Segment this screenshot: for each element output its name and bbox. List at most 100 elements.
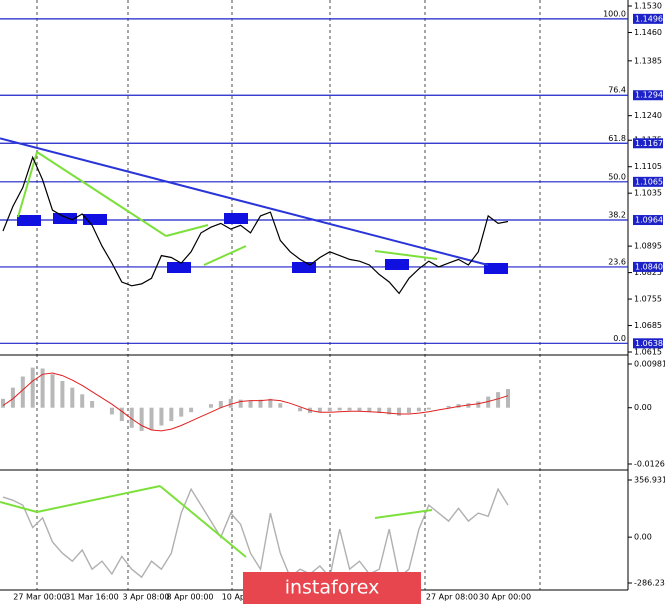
macd-bar xyxy=(149,407,154,430)
macd-bar xyxy=(258,399,263,408)
watermark: instaforex xyxy=(285,577,380,599)
macd-bar xyxy=(387,407,392,415)
macd-bar xyxy=(169,407,174,422)
macd-bar xyxy=(109,407,114,415)
macd-bar xyxy=(416,407,421,412)
divergence-line xyxy=(0,501,38,513)
zone-marker xyxy=(385,259,409,270)
macd-bar xyxy=(10,387,15,408)
macd-bar xyxy=(347,407,352,411)
macd-bar xyxy=(397,407,402,416)
x-tick-label: 31 Mar 16:00 xyxy=(65,593,118,602)
time-grid xyxy=(36,0,541,590)
y-tick-label: 1.1385 xyxy=(634,56,662,65)
macd-bar xyxy=(90,401,95,408)
macd-bar xyxy=(357,407,362,412)
macd-bar xyxy=(377,407,382,414)
macd-bar xyxy=(327,407,332,412)
zone-marker xyxy=(167,262,191,273)
macd-signal xyxy=(2,372,509,432)
macd-bar xyxy=(119,407,124,422)
macd-bar xyxy=(139,407,144,431)
macd-bar xyxy=(189,407,194,413)
divergence-line xyxy=(159,485,247,558)
macd-bar xyxy=(248,401,253,408)
fib-price-box xyxy=(633,90,663,101)
macd-bar xyxy=(278,403,283,408)
fib-price-label: 1.0638 xyxy=(635,339,663,348)
y-tick-label: 1.1530 xyxy=(634,2,662,11)
macd-bar xyxy=(129,407,134,428)
macd-bar xyxy=(20,376,25,408)
macd-bar xyxy=(179,407,184,417)
fib-level-label: 50.0 xyxy=(608,172,626,181)
y-tick-label: 0.00 xyxy=(634,533,652,542)
x-tick-label: 27 Apr 08:00 xyxy=(426,593,478,602)
macd-bar xyxy=(496,392,501,408)
fib-level-label: 23.6 xyxy=(608,257,626,266)
fib-price-label: 1.1294 xyxy=(635,91,663,100)
fib-price-box xyxy=(633,176,663,187)
macd-bar xyxy=(80,394,85,408)
cci-line xyxy=(2,487,509,579)
macd-bar xyxy=(208,404,213,408)
x-tick-label: 10 Apr xyxy=(222,593,249,602)
fib-price-label: 1.0840 xyxy=(635,262,663,271)
zone-marker xyxy=(83,214,107,225)
macd-bar xyxy=(317,407,322,413)
macd-bar xyxy=(268,398,273,408)
fib-level-label: 38.2 xyxy=(608,211,626,220)
macd-bar xyxy=(426,407,431,410)
fib-price-box xyxy=(633,338,663,349)
macd-bar xyxy=(367,407,372,413)
macd-bar xyxy=(337,407,342,411)
zone-marker xyxy=(224,213,248,224)
zone-marker xyxy=(53,213,77,224)
macd-bar xyxy=(228,398,233,408)
macd-bar xyxy=(70,387,75,408)
y-tick-label: -286.2356 xyxy=(634,579,665,588)
macd-bar xyxy=(406,407,411,414)
fib-level-label: 0.0 xyxy=(613,334,626,343)
watermark-box xyxy=(243,572,421,604)
fib-price-box xyxy=(633,261,663,272)
y-tick-label: 1.0895 xyxy=(634,242,662,251)
macd-bar xyxy=(60,380,65,408)
zone-marker xyxy=(292,262,316,273)
y-tick-label: 1.0685 xyxy=(634,321,662,330)
y-tick-label: 1.0755 xyxy=(634,295,662,304)
fib-price-label: 1.1065 xyxy=(635,177,663,186)
fib-level-label: 100.0 xyxy=(603,9,626,18)
y-tick-label: 0.00981 xyxy=(634,360,665,369)
divergence-line xyxy=(374,509,433,519)
macd-bar xyxy=(218,401,223,408)
macd-bar xyxy=(30,367,35,408)
y-tick-label: 1.1035 xyxy=(634,189,662,198)
zone-marker xyxy=(484,263,508,274)
macd-bar xyxy=(50,374,55,408)
y-tick-label: 0.00 xyxy=(634,403,652,412)
y-tick-label: 1.1240 xyxy=(634,111,662,120)
macd-bar xyxy=(446,405,451,408)
fib-price-label: 1.0964 xyxy=(635,216,663,225)
y-tick-label: 356.9314 xyxy=(634,476,665,485)
divergence-line xyxy=(36,151,167,237)
divergence-line xyxy=(36,485,161,513)
divergence-line xyxy=(17,151,38,218)
x-tick-label: 27 Mar 00:00 xyxy=(13,593,66,602)
fib-price-box xyxy=(633,138,663,149)
zone-marker xyxy=(17,215,41,226)
y-tick-label: 1.0825 xyxy=(634,268,662,277)
macd-bar xyxy=(238,399,243,408)
divergence-line xyxy=(165,224,209,237)
fib-price-label: 1.1496 xyxy=(635,14,663,23)
x-tick-label: 3 Apr 08:00 xyxy=(122,593,169,602)
fib-price-box xyxy=(633,215,663,226)
macd-bar xyxy=(1,398,5,408)
x-tick-label: 30 Apr 00:00 xyxy=(479,593,531,602)
x-tick-label: 8 Apr 00:00 xyxy=(166,593,213,602)
divergence-line xyxy=(374,250,438,260)
